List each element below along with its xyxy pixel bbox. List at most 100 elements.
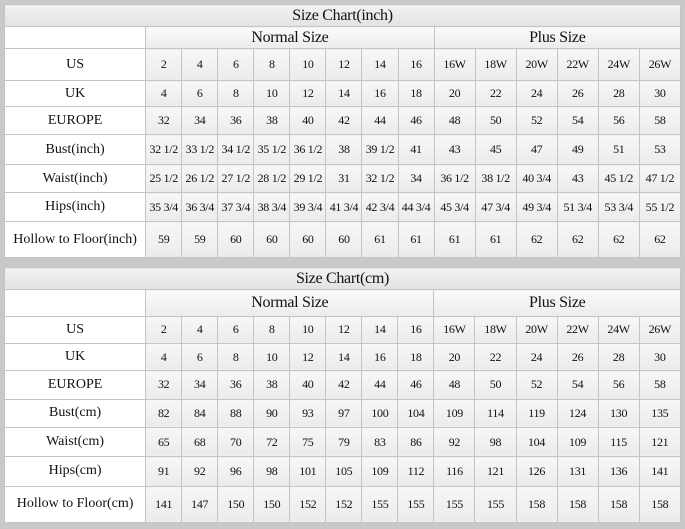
size-value-cell: 43 — [433, 134, 476, 165]
size-value-cell: 59 — [181, 221, 219, 258]
size-value-cell: 158 — [556, 485, 599, 524]
row-label: Bust(cm) — [3, 398, 147, 428]
size-value-cell: 45 — [474, 134, 517, 165]
size-value-cell: 47 1/2 — [638, 164, 682, 193]
size-value-cell: 32 — [145, 370, 183, 400]
size-value-cell: 61 — [433, 221, 476, 258]
size-value-cell: 18W — [474, 315, 517, 344]
size-value-cell: 26 1/2 — [181, 164, 219, 193]
table-row: Waist(cm) 65 68 70 72 75 79 83 86 92 98 104 109 115 12… — [3, 426, 682, 458]
size-value-cell: 18 — [397, 342, 435, 372]
size-value-cell: 12 — [289, 80, 327, 107]
size-value-cell: 158 — [638, 485, 682, 524]
size-value-cell: 42 — [325, 106, 363, 135]
size-value-cell: 84 — [181, 398, 219, 428]
size-value-cell: 32 1/2 — [361, 164, 399, 193]
size-value-cell: 32 — [145, 106, 183, 135]
group-header-normal: Normal Size — [145, 289, 435, 317]
size-value-cell: 35 3/4 — [145, 192, 183, 222]
size-value-cell: 18 — [397, 80, 435, 107]
size-value-cell: 25 1/2 — [145, 164, 183, 193]
size-value-cell: 10 — [289, 315, 327, 344]
size-value-cell: 4 — [145, 80, 183, 107]
row-label: Hips(cm) — [3, 456, 147, 487]
size-chart-inch: Size Chart(inch) Normal Size Plus Size US 2 4… — [3, 4, 682, 258]
corner-cell — [3, 26, 147, 49]
size-value-cell: 68 — [181, 426, 219, 458]
size-value-cell: 8 — [253, 315, 291, 344]
size-value-cell: 98 — [253, 456, 291, 487]
size-value-cell: 75 — [289, 426, 327, 458]
size-value-cell: 96 — [217, 456, 255, 487]
size-value-cell: 34 — [181, 106, 219, 135]
size-value-cell: 109 — [361, 456, 399, 487]
size-value-cell: 16 — [361, 80, 399, 107]
size-value-cell: 14 — [325, 342, 363, 372]
size-value-cell: 14 — [361, 315, 399, 344]
size-value-cell: 36 1/2 — [289, 134, 327, 165]
size-value-cell: 44 3/4 — [397, 192, 435, 222]
size-value-cell: 135 — [638, 398, 682, 428]
size-value-cell: 18W — [474, 48, 517, 81]
size-value-cell: 86 — [397, 426, 435, 458]
size-value-cell: 136 — [597, 456, 640, 487]
size-value-cell: 54 — [556, 106, 599, 135]
group-header-plus: Plus Size — [433, 26, 682, 49]
size-value-cell: 20W — [515, 315, 558, 344]
size-value-cell: 121 — [474, 456, 517, 487]
table-row: Bust(cm) 82 84 88 90 93 97 100 104 109 114 119 124 13… — [3, 398, 682, 428]
size-value-cell: 155 — [433, 485, 476, 524]
size-value-cell: 72 — [253, 426, 291, 458]
size-value-cell: 22W — [556, 48, 599, 81]
size-value-cell: 16W — [433, 48, 476, 81]
size-value-cell: 158 — [515, 485, 558, 524]
size-value-cell: 8 — [217, 80, 255, 107]
size-value-cell: 93 — [289, 398, 327, 428]
size-value-cell: 70 — [217, 426, 255, 458]
size-value-cell: 28 — [597, 80, 640, 107]
size-value-cell: 33 1/2 — [181, 134, 219, 165]
size-value-cell: 38 — [253, 106, 291, 135]
size-value-cell: 40 — [289, 370, 327, 400]
size-value-cell: 24 — [515, 342, 558, 372]
size-value-cell: 48 — [433, 370, 476, 400]
size-value-cell: 6 — [217, 315, 255, 344]
row-label: Hollow to Floor(inch) — [3, 221, 147, 258]
size-value-cell: 30 — [638, 80, 682, 107]
size-value-cell: 10 — [253, 80, 291, 107]
size-value-cell: 158 — [597, 485, 640, 524]
size-value-cell: 4 — [181, 48, 219, 81]
size-value-cell: 26W — [638, 315, 682, 344]
size-value-cell: 141 — [638, 456, 682, 487]
size-table: Size Chart(cm) Normal Size Plus Size US 2 4 6 8… — [3, 266, 682, 524]
size-value-cell: 42 — [325, 370, 363, 400]
size-value-cell: 35 1/2 — [253, 134, 291, 165]
size-value-cell: 36 1/2 — [433, 164, 476, 193]
size-value-cell: 155 — [361, 485, 399, 524]
size-value-cell: 59 — [145, 221, 183, 258]
size-value-cell: 147 — [181, 485, 219, 524]
size-value-cell: 38 — [253, 370, 291, 400]
size-value-cell: 46 — [397, 370, 435, 400]
size-value-cell: 26 — [556, 342, 599, 372]
size-value-cell: 29 1/2 — [289, 164, 327, 193]
size-value-cell: 52 — [515, 106, 558, 135]
size-value-cell: 105 — [325, 456, 363, 487]
size-value-cell: 121 — [638, 426, 682, 458]
size-value-cell: 61 — [474, 221, 517, 258]
table-row: EUROPE 32 34 36 38 40 42 44 46 48 50 52 54 56 58 — [3, 106, 682, 135]
table-row: Hollow to Floor(inch) 59 59 60 60 60 60 61 61 61 6… — [3, 221, 682, 258]
chart-title: Size Chart(cm) — [4, 266, 681, 291]
size-value-cell: 115 — [597, 426, 640, 458]
row-label: US — [3, 48, 147, 81]
row-label: Bust(inch) — [3, 134, 147, 165]
size-value-cell: 10 — [289, 48, 327, 81]
size-value-cell: 50 — [474, 106, 517, 135]
size-value-cell: 28 1/2 — [253, 164, 291, 193]
size-value-cell: 58 — [638, 370, 682, 400]
size-value-cell: 49 3/4 — [515, 192, 558, 222]
size-value-cell: 34 1/2 — [217, 134, 255, 165]
size-value-cell: 48 — [433, 106, 476, 135]
size-value-cell: 60 — [217, 221, 255, 258]
size-value-cell: 38 1/2 — [474, 164, 517, 193]
